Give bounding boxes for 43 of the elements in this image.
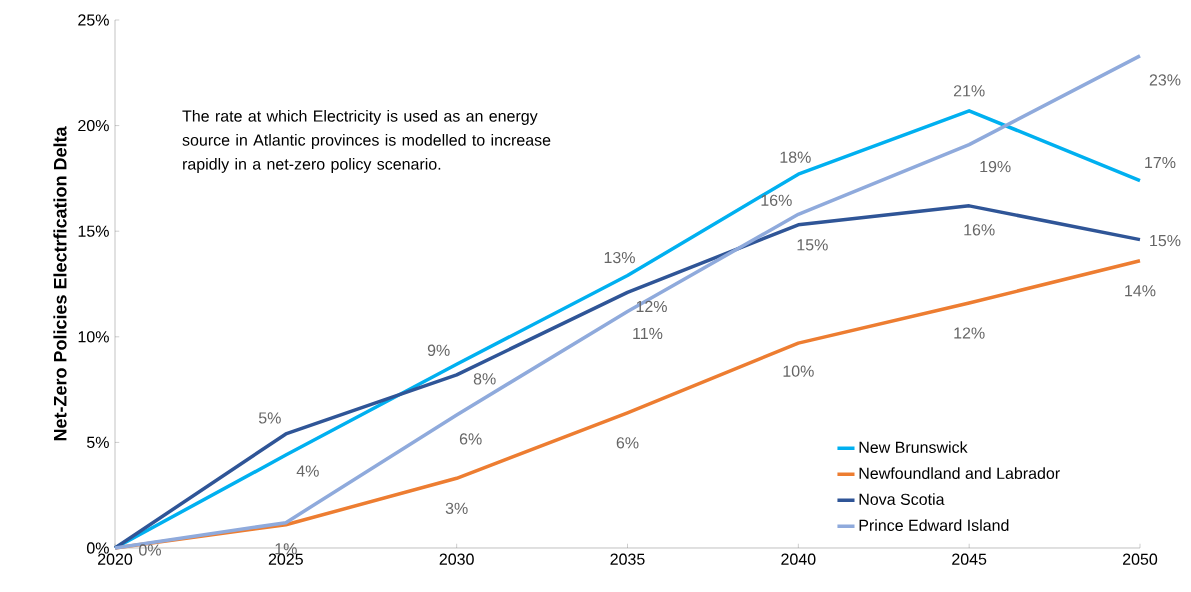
- data-label: 5%: [258, 412, 281, 424]
- data-label: 11%: [633, 327, 663, 340]
- data-label: 8%: [473, 373, 496, 385]
- data-label: 17%: [1145, 156, 1176, 169]
- data-label: 13%: [604, 251, 635, 264]
- y-tick-label: 20%: [78, 119, 109, 132]
- x-tick-label: 2035: [610, 553, 645, 565]
- y-tick-label: 0%: [86, 542, 109, 554]
- data-label: 21%: [953, 85, 985, 97]
- data-label: 6%: [616, 437, 639, 449]
- data-label: 9%: [427, 344, 450, 356]
- legend-label: Nova Scotia: [859, 493, 945, 505]
- y-tick-label: 5%: [86, 436, 109, 449]
- x-tick-label: 2040: [781, 553, 816, 565]
- data-label: 1%: [275, 543, 297, 555]
- x-tick-label: 2030: [439, 553, 474, 565]
- data-label: 12%: [636, 300, 667, 313]
- data-label: 0%: [139, 544, 161, 556]
- data-label: 4%: [296, 465, 319, 477]
- legend-label: Prince Edward Island: [859, 519, 1009, 531]
- data-label: 6%: [459, 433, 482, 445]
- y-tick-label: 15%: [78, 225, 109, 237]
- y-tick-label: 25%: [78, 14, 109, 26]
- x-tick-label: 2020: [98, 553, 133, 565]
- y-axis-title: Net-Zero Policies Electrfication Delta: [53, 126, 67, 441]
- annotation: The rate at which Electricity is used as an energy source in Atlantic provinces is modelled to increase rapidly in a net-zero policy scenario.: [182, 110, 551, 173]
- data-label: 3%: [445, 502, 468, 514]
- x-tick-label: 2045: [952, 553, 987, 565]
- data-label: 15%: [1150, 235, 1181, 247]
- y-tick-label: 10%: [78, 331, 109, 343]
- data-label: 16%: [964, 224, 995, 236]
- data-label: 15%: [797, 239, 828, 251]
- data-label: 10%: [783, 365, 814, 377]
- data-label: 12%: [954, 327, 985, 339]
- data-label: 19%: [980, 160, 1011, 173]
- data-label: 14%: [1125, 285, 1156, 297]
- data-label: 18%: [780, 151, 811, 163]
- data-label: 16%: [761, 194, 792, 206]
- legend-label: Newfoundland and Labrador: [859, 467, 1060, 480]
- legend-label: New Brunswick: [859, 441, 968, 454]
- x-tick-label: 2050: [1123, 553, 1158, 565]
- data-label: 23%: [1149, 74, 1181, 86]
- x-tick-label: 2025: [268, 553, 303, 565]
